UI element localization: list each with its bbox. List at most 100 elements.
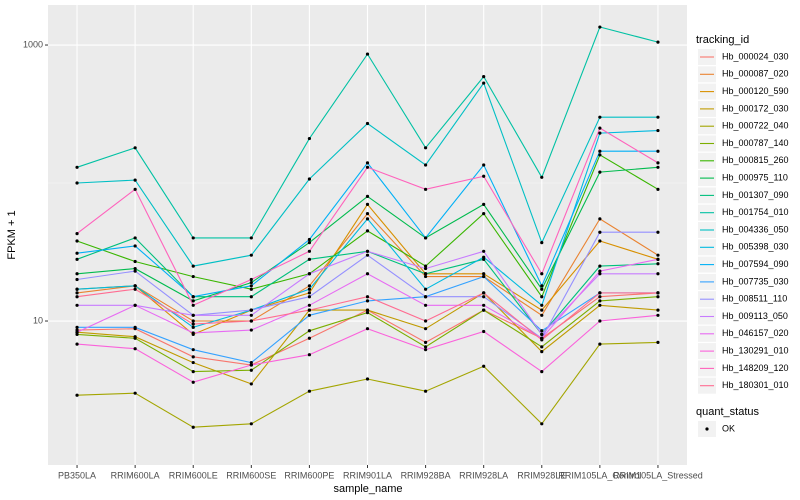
x-tick-label: PB350LA [58,470,96,480]
point [423,264,428,268]
point [482,75,486,79]
legend-label: Hb_180301_010 [722,380,789,390]
point [249,422,253,426]
point [133,347,137,351]
point [482,255,486,259]
point [656,291,660,295]
point [249,253,253,257]
legend-label: Hb_004336_050 [722,224,789,234]
point [249,382,253,386]
point [598,239,602,243]
point [365,299,370,303]
point [423,303,428,307]
legend-label: Hb_148209_120 [722,363,789,373]
point [540,422,544,426]
x-tick-label: RRIM928LE [517,470,566,480]
point [133,287,137,291]
point [598,319,602,323]
point [598,170,602,174]
point [75,325,79,329]
point [307,249,312,253]
point [365,377,370,381]
point [191,236,195,240]
legend-label: Hb_005398_030 [722,242,789,252]
point [307,241,312,245]
point [75,239,79,243]
point [423,236,428,240]
legend-label: Hb_000975_110 [722,172,788,182]
legend-label: Hb_000815_260 [722,155,789,165]
legend-label: Hb_001307_090 [722,190,789,200]
x-tick-label: RRIM901LA [343,470,392,480]
point [307,272,312,276]
point [191,331,195,335]
point [482,295,486,299]
point [365,194,370,198]
point [656,115,660,119]
point [598,153,602,157]
point [423,319,428,323]
point [656,165,660,169]
point [540,303,544,307]
point [540,272,544,276]
point [191,325,195,329]
point [133,244,137,248]
point [482,163,486,167]
point [482,303,486,307]
x-tick-label: RRIM928LA [459,470,508,480]
legend-label: Hb_000087_020 [722,69,789,79]
point [656,308,660,312]
point [482,81,486,85]
point [656,128,660,133]
point [133,259,137,264]
point [307,353,312,357]
point [249,236,253,240]
point [75,303,79,307]
point [365,295,370,299]
point [482,212,486,216]
point [365,202,370,206]
legend-label: Hb_000787_140 [722,138,789,148]
point [423,389,428,393]
point [133,178,137,182]
point [656,340,660,344]
point [191,313,195,317]
point [191,295,195,299]
point [482,202,486,206]
y-tick-label: 1000 [23,39,43,49]
legend-label: Hb_000120_590 [722,86,789,96]
point [133,325,137,329]
point [540,338,544,342]
point [365,217,370,221]
point [540,329,544,333]
point [482,291,486,295]
point [540,350,544,354]
point [365,52,370,56]
point [307,336,312,340]
x-tick-label: RRIM600LA [111,470,160,480]
point [656,262,660,266]
point [133,146,137,150]
point [191,360,195,365]
point [540,332,544,336]
legend-label: Hb_000024_030 [722,51,789,61]
x-tick-label: RRIM600PE [284,470,334,480]
point [307,237,312,242]
point [191,303,195,307]
point [75,277,79,282]
point [249,308,253,312]
legend-label: Hb_007594_090 [722,259,789,269]
point [75,295,79,299]
point [365,308,370,312]
point [598,115,602,119]
point [423,146,428,150]
legend-label: Hb_008511_110 [722,294,787,304]
point [307,308,312,312]
point [482,272,486,276]
point [75,251,79,255]
point [191,425,195,429]
point [423,327,428,331]
point [249,287,253,291]
point [307,291,312,295]
point [133,303,137,307]
